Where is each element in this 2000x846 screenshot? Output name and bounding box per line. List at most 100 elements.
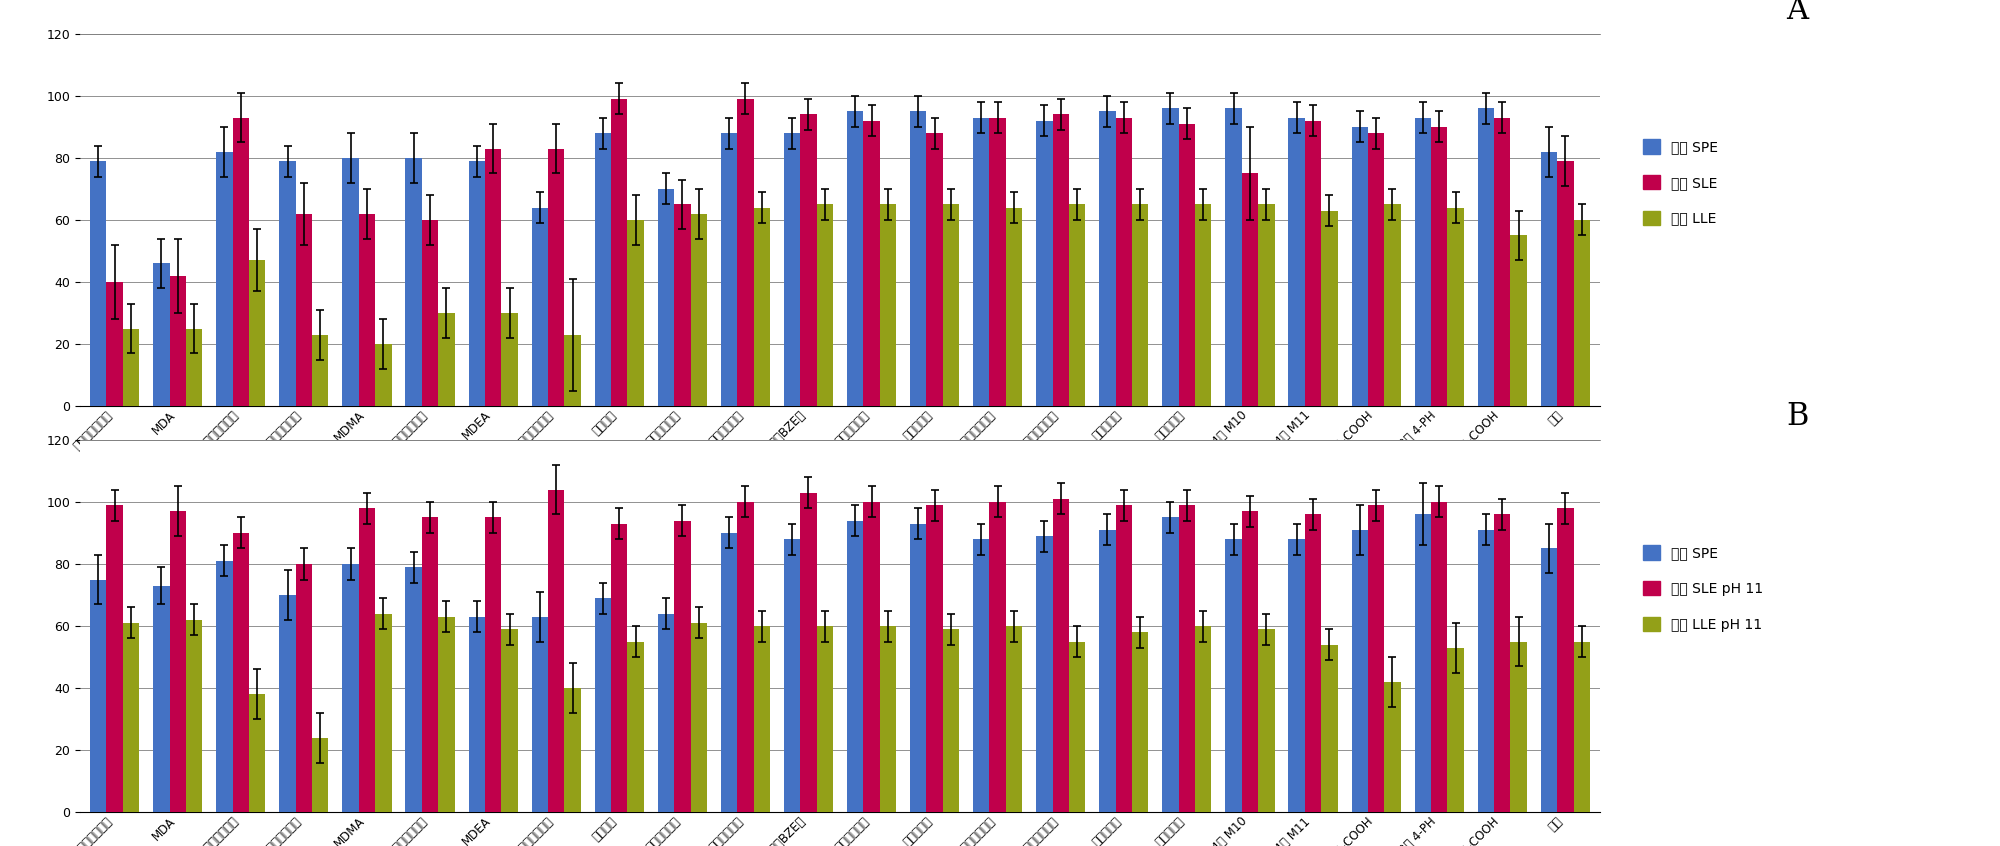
Text: B: B: [1786, 402, 1808, 432]
Bar: [312, 738, 328, 812]
Bar: [468, 161, 484, 406]
Bar: [154, 585, 170, 812]
Bar: [280, 161, 296, 406]
Bar: [438, 617, 454, 812]
Bar: [942, 205, 960, 406]
Bar: [170, 276, 186, 406]
Bar: [1304, 514, 1322, 812]
Bar: [296, 564, 312, 812]
Bar: [784, 133, 800, 406]
Bar: [738, 502, 754, 812]
Bar: [1288, 118, 1304, 406]
Bar: [1494, 118, 1510, 406]
Bar: [1574, 220, 1590, 406]
Bar: [910, 524, 926, 812]
Bar: [926, 505, 942, 812]
Bar: [548, 149, 564, 406]
Bar: [406, 158, 422, 406]
Bar: [1448, 648, 1464, 812]
Bar: [106, 282, 122, 406]
Bar: [422, 518, 438, 812]
Bar: [1196, 626, 1212, 812]
Bar: [232, 533, 250, 812]
Bar: [1322, 211, 1338, 406]
Bar: [122, 328, 140, 406]
Bar: [186, 328, 202, 406]
Bar: [1100, 112, 1116, 406]
Bar: [1196, 205, 1212, 406]
Bar: [754, 626, 770, 812]
Bar: [358, 214, 376, 406]
Bar: [1068, 641, 1086, 812]
Bar: [90, 161, 106, 406]
Bar: [720, 533, 738, 812]
Bar: [1036, 121, 1052, 406]
Bar: [1494, 514, 1510, 812]
Bar: [1352, 530, 1368, 812]
Bar: [800, 492, 816, 812]
Bar: [594, 133, 612, 406]
Bar: [1540, 548, 1558, 812]
Bar: [1322, 645, 1338, 812]
Bar: [1052, 114, 1068, 406]
Bar: [594, 598, 612, 812]
Bar: [1258, 205, 1274, 406]
Bar: [674, 205, 690, 406]
Bar: [438, 313, 454, 406]
Bar: [1052, 499, 1068, 812]
Bar: [674, 520, 690, 812]
Bar: [376, 613, 392, 812]
Bar: [690, 214, 706, 406]
Bar: [1116, 505, 1132, 812]
Bar: [1242, 511, 1258, 812]
Bar: [106, 505, 122, 812]
Bar: [864, 121, 880, 406]
Bar: [1448, 207, 1464, 406]
Bar: [358, 508, 376, 812]
Bar: [1068, 205, 1086, 406]
Bar: [1352, 127, 1368, 406]
Bar: [406, 567, 422, 812]
Bar: [754, 207, 770, 406]
Bar: [612, 99, 628, 406]
Bar: [122, 623, 140, 812]
Bar: [564, 688, 580, 812]
Bar: [468, 617, 484, 812]
Bar: [1226, 539, 1242, 812]
Legend: 尿の SPE, 尿の SLE, 尿の LLE: 尿の SPE, 尿の SLE, 尿の LLE: [1638, 134, 1724, 231]
Bar: [1006, 626, 1022, 812]
Bar: [502, 313, 518, 406]
Bar: [1540, 151, 1558, 406]
Bar: [1384, 205, 1400, 406]
Legend: 尿の SPE, 尿の SLE pH 11, 尿の LLE pH 11: 尿の SPE, 尿の SLE pH 11, 尿の LLE pH 11: [1638, 540, 1768, 637]
Bar: [1430, 127, 1448, 406]
Bar: [612, 524, 628, 812]
Bar: [1414, 514, 1430, 812]
Bar: [784, 539, 800, 812]
Bar: [342, 564, 358, 812]
Bar: [1414, 118, 1430, 406]
Bar: [990, 118, 1006, 406]
Bar: [816, 205, 834, 406]
Bar: [1242, 173, 1258, 406]
Bar: [186, 620, 202, 812]
Bar: [1226, 108, 1242, 406]
Bar: [422, 220, 438, 406]
Bar: [484, 149, 502, 406]
Bar: [250, 695, 266, 812]
Bar: [548, 490, 564, 812]
Bar: [216, 151, 232, 406]
Bar: [216, 561, 232, 812]
Bar: [296, 214, 312, 406]
Bar: [880, 626, 896, 812]
Bar: [800, 114, 816, 406]
Bar: [864, 502, 880, 812]
Bar: [1258, 629, 1274, 812]
Bar: [1368, 505, 1384, 812]
Bar: [312, 335, 328, 406]
Bar: [1510, 235, 1526, 406]
Bar: [1162, 108, 1178, 406]
Bar: [628, 641, 644, 812]
Bar: [658, 613, 674, 812]
Bar: [846, 112, 864, 406]
